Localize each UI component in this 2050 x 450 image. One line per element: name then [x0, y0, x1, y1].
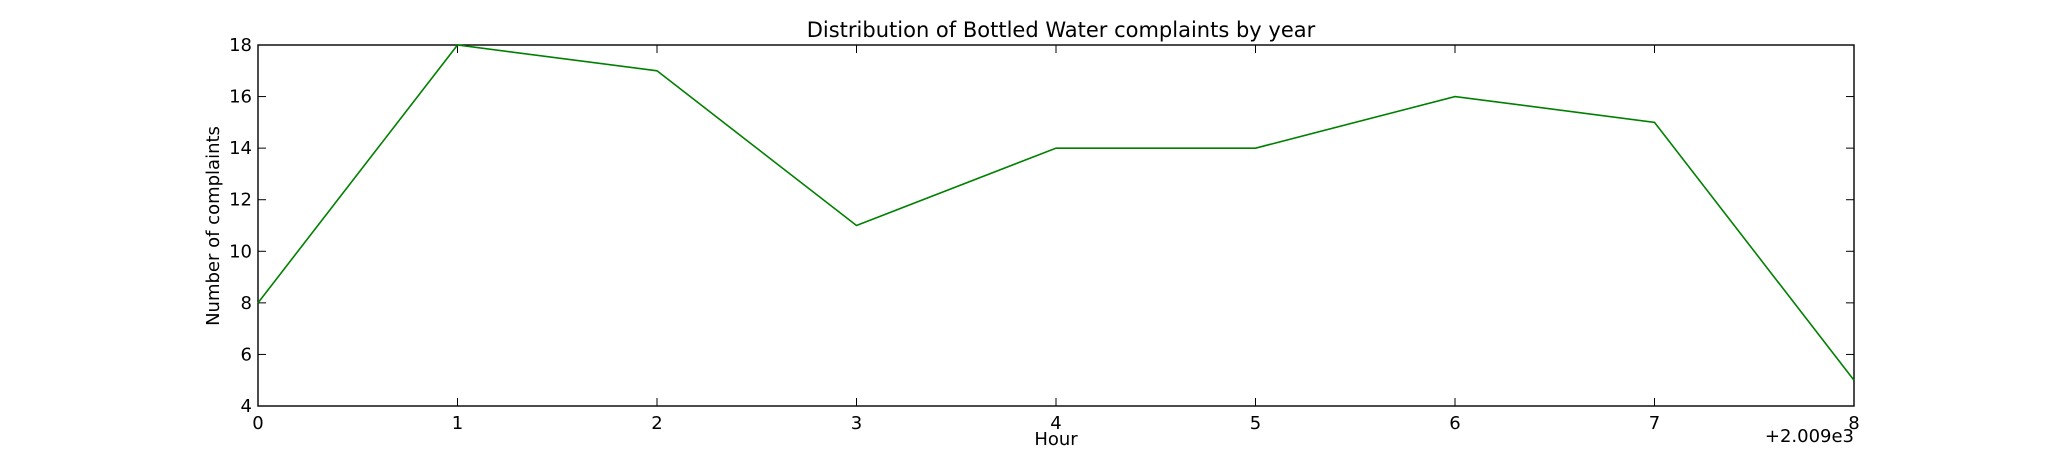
y-axis-label: Number of complaints	[203, 126, 224, 326]
x-tick-label: 0	[252, 413, 263, 434]
y-tick-label: 8	[241, 293, 252, 314]
x-tick-label: 4	[1050, 413, 1061, 434]
x-axis-label: Hour	[1034, 429, 1078, 450]
x-tick-label: 8	[1848, 413, 1859, 434]
x-tick-label: 5	[1250, 413, 1261, 434]
y-tick-label: 6	[241, 344, 252, 365]
x-tick-label: 2	[651, 413, 662, 434]
y-tick-label: 12	[229, 190, 252, 211]
plot-area-frame	[257, 44, 1855, 407]
y-tick-label: 14	[229, 138, 252, 159]
chart-title: Distribution of Bottled Water complaints…	[807, 18, 1316, 42]
series-layer	[257, 44, 1855, 381]
y-tick-label: 18	[229, 35, 252, 56]
x-tick-label: 3	[851, 413, 862, 434]
x-tick-label: 6	[1449, 413, 1460, 434]
series-line	[257, 44, 1855, 381]
y-tick-label: 16	[229, 87, 252, 108]
y-tick-label: 10	[229, 241, 252, 262]
x-tick-label: 7	[1649, 413, 1660, 434]
x-axis-offset-label: +2.009e3	[1765, 426, 1854, 447]
y-axis-ticks: 4 6 8 10 12 14 16 18	[229, 35, 1854, 417]
y-tick-label: 4	[241, 396, 252, 417]
x-tick-label: 1	[452, 413, 463, 434]
x-axis-ticks: 0 1 2 3 4 5 6 7 8	[252, 45, 1860, 434]
